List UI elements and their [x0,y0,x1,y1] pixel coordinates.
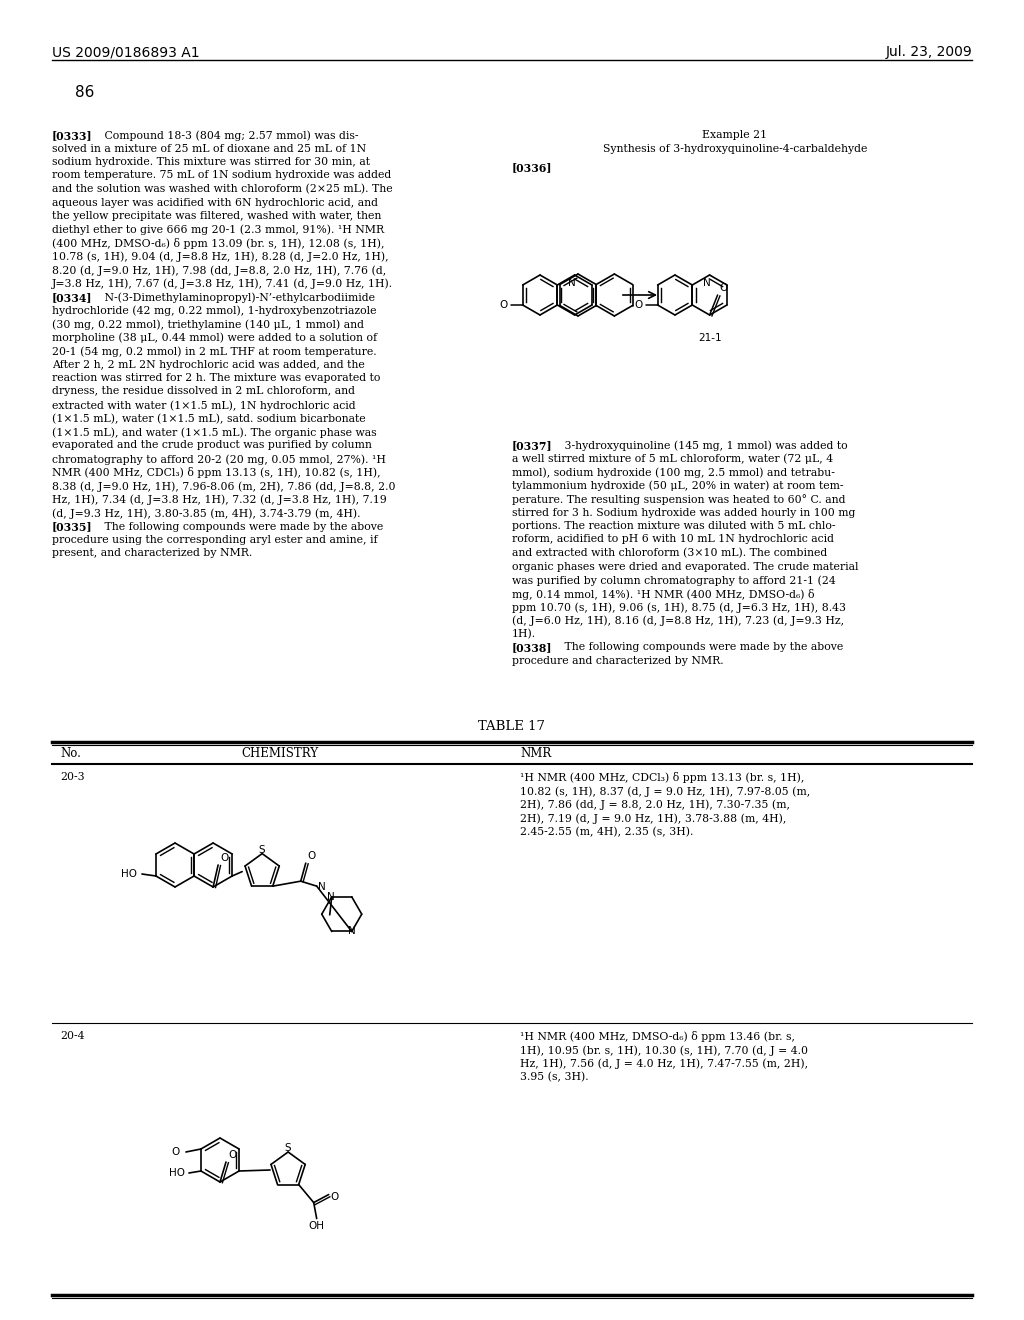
Text: 21-1: 21-1 [697,333,722,343]
Text: S: S [259,845,265,854]
Text: The following compounds were made by the above: The following compounds were made by the… [94,521,383,532]
Text: The following compounds were made by the above: The following compounds were made by the… [554,643,843,652]
Text: [0337]: [0337] [512,440,553,451]
Text: O: O [720,282,728,293]
Text: O: O [220,853,228,863]
Text: NMR (400 MHz, CDCl₃) δ ppm 13.13 (s, 1H), 10.82 (s, 1H),: NMR (400 MHz, CDCl₃) δ ppm 13.13 (s, 1H)… [52,467,381,479]
Text: perature. The resulting suspension was heated to 60° C. and: perature. The resulting suspension was h… [512,494,846,504]
Text: and extracted with chloroform (3×10 mL). The combined: and extracted with chloroform (3×10 mL).… [512,548,827,558]
Text: ¹H NMR (400 MHz, DMSO-d₆) δ ppm 13.46 (br. s,
1H), 10.95 (br. s, 1H), 10.30 (s, : ¹H NMR (400 MHz, DMSO-d₆) δ ppm 13.46 (b… [520,1031,808,1082]
Text: and the solution was washed with chloroform (2×25 mL). The: and the solution was washed with chlorof… [52,183,392,194]
Text: O: O [331,1192,339,1201]
Text: After 2 h, 2 mL 2N hydrochloric acid was added, and the: After 2 h, 2 mL 2N hydrochloric acid was… [52,359,365,370]
Text: was purified by column chromatography to afford 21-1 (24: was purified by column chromatography to… [512,576,836,586]
Text: organic phases were dried and evaporated. The crude material: organic phases were dried and evaporated… [512,561,858,572]
Text: J=3.8 Hz, 1H), 7.67 (d, J=3.8 Hz, 1H), 7.41 (d, J=9.0 Hz, 1H).: J=3.8 Hz, 1H), 7.67 (d, J=3.8 Hz, 1H), 7… [52,279,393,289]
Text: N: N [317,882,326,892]
Text: O: O [172,1147,180,1158]
Text: OH: OH [308,1221,325,1230]
Text: (1×1.5 mL), and water (1×1.5 mL). The organic phase was: (1×1.5 mL), and water (1×1.5 mL). The or… [52,426,377,437]
Text: Synthesis of 3-hydroxyquinoline-4-carbaldehyde: Synthesis of 3-hydroxyquinoline-4-carbal… [603,144,867,153]
Text: (30 mg, 0.22 mmol), triethylamine (140 μL, 1 mmol) and: (30 mg, 0.22 mmol), triethylamine (140 μ… [52,319,364,330]
Text: 86: 86 [75,84,94,100]
Text: (400 MHz, DMSO-d₆) δ ppm 13.09 (br. s, 1H), 12.08 (s, 1H),: (400 MHz, DMSO-d₆) δ ppm 13.09 (br. s, 1… [52,238,384,249]
Text: dryness, the residue dissolved in 2 mL chloroform, and: dryness, the residue dissolved in 2 mL c… [52,387,355,396]
Text: the yellow precipitate was filtered, washed with water, then: the yellow precipitate was filtered, was… [52,211,381,220]
Text: mg, 0.14 mmol, 14%). ¹H NMR (400 MHz, DMSO-d₆) δ: mg, 0.14 mmol, 14%). ¹H NMR (400 MHz, DM… [512,589,814,599]
Text: NMR: NMR [520,747,551,760]
Text: Example 21: Example 21 [702,129,768,140]
Text: stirred for 3 h. Sodium hydroxide was added hourly in 100 mg: stirred for 3 h. Sodium hydroxide was ad… [512,507,855,517]
Text: O: O [635,300,643,310]
Text: hydrochloride (42 mg, 0.22 mmol), 1-hydroxybenzotriazole: hydrochloride (42 mg, 0.22 mmol), 1-hydr… [52,305,377,315]
Text: 20-1 (54 mg, 0.2 mmol) in 2 mL THF at room temperature.: 20-1 (54 mg, 0.2 mmol) in 2 mL THF at ro… [52,346,377,356]
Text: mmol), sodium hydroxide (100 mg, 2.5 mmol) and tetrabu-: mmol), sodium hydroxide (100 mg, 2.5 mmo… [512,467,835,478]
Text: N: N [702,279,711,288]
Text: (1×1.5 mL), water (1×1.5 mL), satd. sodium bicarbonate: (1×1.5 mL), water (1×1.5 mL), satd. sodi… [52,413,366,424]
Text: reaction was stirred for 2 h. The mixture was evaporated to: reaction was stirred for 2 h. The mixtur… [52,374,380,383]
Text: diethyl ether to give 666 mg 20-1 (2.3 mmol, 91%). ¹H NMR: diethyl ether to give 666 mg 20-1 (2.3 m… [52,224,384,235]
Text: (d, J=6.0 Hz, 1H), 8.16 (d, J=8.8 Hz, 1H), 7.23 (d, J=9.3 Hz,: (d, J=6.0 Hz, 1H), 8.16 (d, J=8.8 Hz, 1H… [512,615,844,626]
Text: extracted with water (1×1.5 mL), 1N hydrochloric acid: extracted with water (1×1.5 mL), 1N hydr… [52,400,355,411]
Text: morpholine (38 μL, 0.44 mmol) were added to a solution of: morpholine (38 μL, 0.44 mmol) were added… [52,333,377,343]
Text: roform, acidified to pH 6 with 10 mL 1N hydrochloric acid: roform, acidified to pH 6 with 10 mL 1N … [512,535,834,544]
Text: ¹H NMR (400 MHz, CDCl₃) δ ppm 13.13 (br. s, 1H),
10.82 (s, 1H), 8.37 (d, J = 9.0: ¹H NMR (400 MHz, CDCl₃) δ ppm 13.13 (br.… [520,772,810,837]
Text: No.: No. [60,747,81,760]
Text: chromatography to afford 20-2 (20 mg, 0.05 mmol, 27%). ¹H: chromatography to afford 20-2 (20 mg, 0.… [52,454,386,465]
Text: 20-4: 20-4 [60,1031,85,1041]
Text: HO: HO [121,869,137,879]
Text: (d, J=9.3 Hz, 1H), 3.80-3.85 (m, 4H), 3.74-3.79 (m, 4H).: (d, J=9.3 Hz, 1H), 3.80-3.85 (m, 4H), 3.… [52,508,360,519]
Text: S: S [285,1143,292,1152]
Text: 8.20 (d, J=9.0 Hz, 1H), 7.98 (dd, J=8.8, 2.0 Hz, 1H), 7.76 (d,: 8.20 (d, J=9.0 Hz, 1H), 7.98 (dd, J=8.8,… [52,265,386,276]
Text: [0334]: [0334] [52,292,92,304]
Text: [0336]: [0336] [512,162,553,173]
Text: Jul. 23, 2009: Jul. 23, 2009 [886,45,972,59]
Text: CHEMISTRY: CHEMISTRY [242,747,318,760]
Text: evaporated and the crude product was purified by column: evaporated and the crude product was pur… [52,441,372,450]
Text: [0333]: [0333] [52,129,92,141]
Text: present, and characterized by NMR.: present, and characterized by NMR. [52,549,252,558]
Text: tylammonium hydroxide (50 μL, 20% in water) at room tem-: tylammonium hydroxide (50 μL, 20% in wat… [512,480,844,491]
Text: procedure using the corresponding aryl ester and amine, if: procedure using the corresponding aryl e… [52,535,378,545]
Text: a well stirred mixture of 5 mL chloroform, water (72 μL, 4: a well stirred mixture of 5 mL chlorofor… [512,454,834,465]
Text: aqueous layer was acidified with 6N hydrochloric acid, and: aqueous layer was acidified with 6N hydr… [52,198,378,207]
Text: TABLE 17: TABLE 17 [478,719,546,733]
Text: sodium hydroxide. This mixture was stirred for 30 min, at: sodium hydroxide. This mixture was stirr… [52,157,370,168]
Text: O: O [500,300,508,310]
Text: [0338]: [0338] [512,643,553,653]
Text: N: N [327,892,335,902]
Text: 1H).: 1H). [512,630,537,639]
Text: O: O [228,1150,237,1160]
Text: Compound 18-3 (804 mg; 2.57 mmol) was dis-: Compound 18-3 (804 mg; 2.57 mmol) was di… [94,129,358,140]
Text: room temperature. 75 mL of 1N sodium hydroxide was added: room temperature. 75 mL of 1N sodium hyd… [52,170,391,181]
Text: procedure and characterized by NMR.: procedure and characterized by NMR. [512,656,724,667]
Text: O: O [308,851,316,861]
Text: Hz, 1H), 7.34 (d, J=3.8 Hz, 1H), 7.32 (d, J=3.8 Hz, 1H), 7.19: Hz, 1H), 7.34 (d, J=3.8 Hz, 1H), 7.32 (d… [52,495,387,506]
Text: 8.38 (d, J=9.0 Hz, 1H), 7.96-8.06 (m, 2H), 7.86 (dd, J=8.8, 2.0: 8.38 (d, J=9.0 Hz, 1H), 7.96-8.06 (m, 2H… [52,480,395,491]
Text: N: N [348,927,355,936]
Text: N-(3-Dimethylaminopropyl)-N’-ethylcarbodiimide: N-(3-Dimethylaminopropyl)-N’-ethylcarbod… [94,292,375,302]
Text: [0335]: [0335] [52,521,92,532]
Text: N: N [567,279,575,288]
Text: US 2009/0186893 A1: US 2009/0186893 A1 [52,45,200,59]
Text: solved in a mixture of 25 mL of dioxane and 25 mL of 1N: solved in a mixture of 25 mL of dioxane … [52,144,367,153]
Text: HO: HO [169,1168,185,1177]
Text: 3-hydroxyquinoline (145 mg, 1 mmol) was added to: 3-hydroxyquinoline (145 mg, 1 mmol) was … [554,440,848,450]
Text: 20-3: 20-3 [60,772,85,781]
Text: portions. The reaction mixture was diluted with 5 mL chlo-: portions. The reaction mixture was dilut… [512,521,836,531]
Text: 10.78 (s, 1H), 9.04 (d, J=8.8 Hz, 1H), 8.28 (d, J=2.0 Hz, 1H),: 10.78 (s, 1H), 9.04 (d, J=8.8 Hz, 1H), 8… [52,252,389,263]
Text: ppm 10.70 (s, 1H), 9.06 (s, 1H), 8.75 (d, J=6.3 Hz, 1H), 8.43: ppm 10.70 (s, 1H), 9.06 (s, 1H), 8.75 (d… [512,602,846,612]
